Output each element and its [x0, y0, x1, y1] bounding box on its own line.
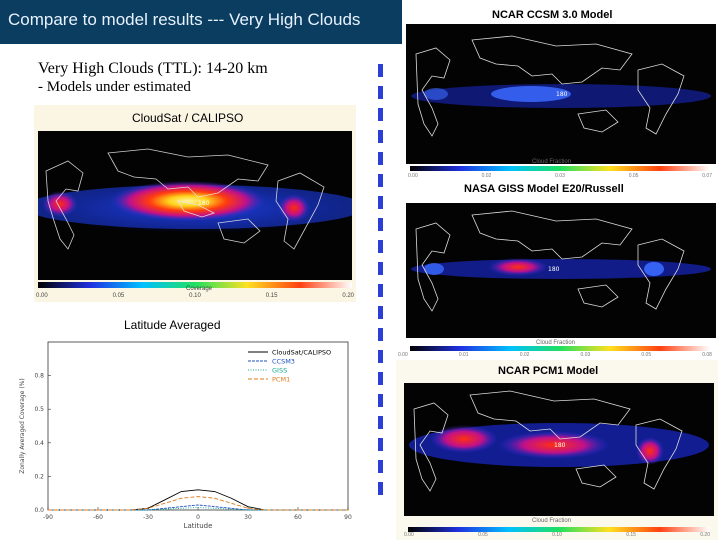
y-tick-label: 0.2: [34, 473, 44, 480]
x-tick-label: -60: [93, 514, 103, 521]
intro-line-2: - Models under estimated: [38, 79, 191, 95]
world-map-image: 180: [411, 35, 711, 137]
colorbar-tick: 0.20: [700, 532, 710, 538]
latitude-chart: -90 -60 -30 0 30 60 90 0.0 0.2 0.4 0.5 0.8 Latitude Z…: [19, 341, 352, 530]
divider-dash: [378, 328, 383, 341]
nasa-giss-colorbar-title: Cloud Fraction: [536, 340, 576, 346]
divider-dash: [378, 372, 383, 385]
divider-dash: [378, 130, 383, 143]
ncar-ccsm-colorbar: [410, 166, 710, 171]
y-tick-label: 0.0: [34, 507, 44, 514]
colorbar-tick: 0.15: [265, 293, 278, 299]
calipso-colorbar-ticks: 0.00 0.05 0.10 0.15 0.20: [36, 293, 354, 299]
divider-dash: [378, 350, 383, 363]
ncar-ccsm-colorbar-ticks: 0.00 0.02 0.03 0.05 0.07: [408, 173, 712, 179]
x-axis-label: Latitude: [184, 522, 213, 530]
colorbar-tick: 0.03: [580, 352, 591, 358]
plot-frame: [47, 341, 349, 511]
colorbar-tick: 0.00: [398, 352, 408, 358]
divider-dash: [378, 86, 383, 99]
colorbar-tick: 0.00: [36, 293, 48, 299]
svg-text:180: 180: [554, 442, 566, 449]
ncar-pcm-colorbar-ticks: 0.00 0.05 0.10 0.15 0.20: [404, 532, 710, 538]
calipso-colorbar: [38, 282, 352, 288]
divider-dash: [378, 438, 383, 451]
x-tick-label: -30: [143, 514, 153, 521]
divider-dash: [378, 64, 383, 77]
title-bar: [0, 0, 402, 44]
y-tick-label: 0.8: [34, 373, 44, 380]
nasa-giss-map: 180: [406, 203, 716, 338]
svg-text:180: 180: [556, 91, 568, 98]
divider-dash: [378, 108, 383, 121]
x-tick-label: 0: [196, 514, 200, 521]
colorbar-tick: 0.05: [112, 293, 125, 299]
colorbar-tick: 0.00: [408, 173, 418, 179]
slide-title: Compare to model results --- Very High C…: [8, 10, 361, 29]
calipso-map: 180: [38, 131, 352, 280]
divider-dash: [378, 394, 383, 407]
intro-line-1: Very High Clouds (TTL): 14-20 km: [38, 60, 268, 77]
world-map-image: 180: [38, 148, 352, 250]
colorbar-tick: 0.02: [519, 352, 530, 358]
legend-label: CloudSat/CALIPSO: [272, 349, 331, 357]
colorbar-tick: 0.01: [458, 352, 469, 358]
divider-dash: [378, 240, 383, 253]
legend-label: CCSM3: [272, 358, 295, 366]
legend-label: PCM1: [272, 376, 290, 384]
colorbar-tick: 0.10: [189, 293, 201, 299]
colorbar-tick: 0.03: [555, 173, 565, 179]
calipso-label: CloudSat / CALIPSO: [132, 111, 244, 125]
ncar-ccsm-colorbar-title: Cloud Fraction: [532, 159, 572, 165]
y-tick-label: 0.4: [34, 440, 44, 447]
colorbar-tick: 0.05: [641, 352, 652, 358]
series-line: [48, 496, 348, 511]
latitude-label: Latitude Averaged: [124, 318, 221, 332]
divider-dash: [378, 174, 383, 187]
svg-text:180: 180: [548, 266, 560, 273]
divider-dash: [378, 460, 383, 473]
legend-label: GISS: [272, 367, 287, 375]
svg-text:180: 180: [198, 200, 210, 207]
ncar-pcm-map: 180: [404, 383, 714, 516]
ncar-pcm-colorbar-title: Cloud Fraction: [532, 518, 572, 524]
x-tick-label: 30: [244, 514, 252, 521]
series-line: [48, 507, 348, 511]
ncar-pcm-label: NCAR PCM1 Model: [498, 365, 599, 377]
colorbar-tick: 0.02: [481, 173, 492, 179]
y-tick-label: 0.5: [34, 406, 44, 413]
nasa-giss-label: NASA GISS Model E20/Russell: [464, 183, 624, 195]
divider-dash: [378, 196, 383, 209]
ncar-ccsm-map: 180: [406, 24, 716, 164]
x-tick-label: 90: [344, 514, 352, 521]
divider-dash: [378, 284, 383, 297]
calipso-colorbar-title: Coverage: [186, 286, 213, 292]
world-map-image: 180: [409, 390, 709, 492]
colorbar-tick: 0.00: [404, 532, 414, 538]
divider-dash: [378, 306, 383, 319]
colorbar-tick: 0.05: [628, 173, 639, 179]
divider-dash: [378, 262, 383, 275]
chart-plot: -90 -60 -30 0 30 60 90 0.0 0.2 0.4 0.5 0.8 Latitude Z…: [19, 341, 352, 530]
nasa-giss-colorbar-ticks: 0.00 0.01 0.02 0.03 0.05 0.08: [398, 352, 712, 358]
colorbar-tick: 0.05: [478, 532, 488, 538]
divider-dash: [378, 218, 383, 231]
y-axis-label: Zonally Averaged Coverage (%): [19, 378, 26, 473]
colorbar-tick: 0.07: [702, 173, 712, 179]
colorbar-tick: 0.08: [702, 352, 712, 358]
divider-dash: [378, 152, 383, 165]
x-tick-label: -90: [43, 514, 53, 521]
colorbar-tick: 0.10: [552, 532, 562, 538]
divider-dash: [378, 416, 383, 429]
ncar-ccsm-label: NCAR CCSM 3.0 Model: [492, 9, 613, 21]
colorbar-tick: 0.20: [342, 293, 354, 299]
colorbar-tick: 0.15: [626, 532, 636, 538]
ncar-pcm-colorbar: [408, 527, 710, 532]
nasa-giss-colorbar: [410, 346, 710, 351]
divider-dash: [378, 482, 383, 495]
x-tick-label: 60: [294, 514, 302, 521]
world-map-image: 180: [411, 210, 711, 312]
